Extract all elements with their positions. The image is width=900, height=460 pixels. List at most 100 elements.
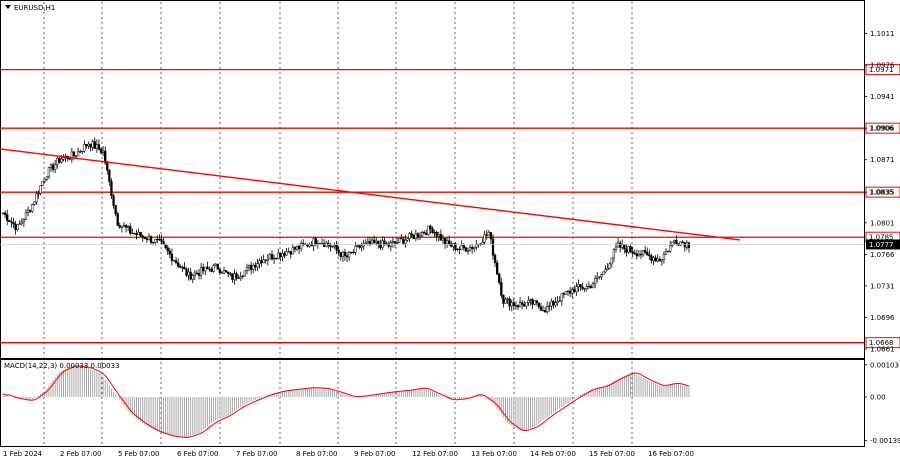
candle-body xyxy=(433,231,436,234)
candle-body xyxy=(216,263,219,270)
candle-body xyxy=(208,268,211,270)
candle-body xyxy=(458,248,461,251)
candle-body xyxy=(673,240,676,243)
dropdown-arrow-icon[interactable] xyxy=(5,5,11,9)
candle-body xyxy=(660,259,664,262)
candle-body xyxy=(564,291,568,295)
macd-signal-line xyxy=(2,365,690,438)
candle-body xyxy=(452,243,455,247)
candle-body xyxy=(26,209,30,213)
time-label: 14 Feb 07:00 xyxy=(530,450,576,458)
candle-body xyxy=(398,238,401,243)
candle-body xyxy=(322,243,326,247)
candle-body xyxy=(598,276,601,278)
candle-body xyxy=(329,244,332,247)
candle-body xyxy=(227,271,230,275)
candle-body xyxy=(272,257,276,260)
candle-body xyxy=(283,253,286,256)
candle-body xyxy=(12,222,15,225)
candle-body xyxy=(39,185,42,194)
candle-body xyxy=(60,158,63,163)
candle-body xyxy=(414,233,417,239)
candle-body xyxy=(49,164,53,168)
candle-body xyxy=(656,258,659,262)
candle-body xyxy=(214,263,217,266)
price-label: 1.0906 xyxy=(870,125,895,133)
price-label: 1.0801 xyxy=(870,219,895,227)
candle-body xyxy=(6,214,9,221)
candle-body xyxy=(206,266,209,270)
candle-body xyxy=(101,150,105,153)
candle-body xyxy=(45,176,48,180)
candle-body xyxy=(68,158,71,160)
candle-body xyxy=(275,257,278,260)
candle-body xyxy=(423,232,426,234)
candle-body xyxy=(644,250,647,253)
candle-body xyxy=(491,238,495,256)
candle-body xyxy=(427,225,430,235)
candle-body xyxy=(527,300,530,303)
candle-body xyxy=(429,225,432,229)
candle-body xyxy=(181,266,184,268)
time-label: 13 Feb 07:00 xyxy=(471,450,517,458)
candle-body xyxy=(404,239,407,244)
candle-body xyxy=(270,254,274,260)
candle-body xyxy=(441,238,445,241)
candle-body xyxy=(489,232,493,240)
candle-body xyxy=(646,252,649,255)
candle-body xyxy=(204,266,207,272)
price-label: 1.0835 xyxy=(870,189,895,197)
candle-body xyxy=(331,246,334,248)
candle-body xyxy=(445,240,449,245)
candle-body xyxy=(633,252,636,255)
candle-body xyxy=(293,247,297,250)
candle-body xyxy=(222,270,226,274)
candle-body xyxy=(496,262,499,275)
chart-title[interactable]: EURUSD,H1 xyxy=(5,4,55,12)
candle-body xyxy=(183,266,186,270)
candle-body xyxy=(18,223,21,225)
candle-body xyxy=(437,234,440,237)
candle-body xyxy=(218,268,222,273)
candle-body xyxy=(174,260,178,263)
time-label: 12 Feb 07:00 xyxy=(412,450,458,458)
candle-body xyxy=(352,251,355,254)
candle-body xyxy=(202,267,205,272)
candle-body xyxy=(454,243,457,250)
current-price-tag xyxy=(866,239,900,250)
candle-body xyxy=(247,265,251,268)
candle-body xyxy=(416,233,420,238)
candle-body xyxy=(448,240,451,245)
price-label: 1.0661 xyxy=(870,345,895,353)
candle-body xyxy=(158,239,161,241)
candle-body xyxy=(533,300,536,305)
candle-body xyxy=(364,242,367,245)
candle-body xyxy=(425,232,428,235)
candle-body xyxy=(22,219,26,223)
trendline[interactable] xyxy=(0,148,741,241)
candle-body xyxy=(260,260,263,264)
candle-body xyxy=(318,243,322,245)
candle-body xyxy=(473,246,476,249)
candle-body xyxy=(579,284,582,288)
candle-body xyxy=(189,271,192,280)
candle-body xyxy=(116,213,119,226)
candle-body xyxy=(212,265,215,272)
candle-body xyxy=(191,275,194,280)
level-tag-label: 1.0835 xyxy=(869,189,894,197)
candle-body xyxy=(131,232,134,234)
candle-body xyxy=(3,212,7,215)
candle-body xyxy=(456,248,459,251)
candle-body xyxy=(264,259,267,261)
time-label: 8 Feb 07:00 xyxy=(296,450,337,458)
candle-body xyxy=(529,299,532,301)
candle-body xyxy=(341,251,345,258)
candle-body xyxy=(347,251,351,258)
candle-body xyxy=(552,300,555,306)
candle-body xyxy=(546,306,549,313)
candle-body xyxy=(418,235,422,238)
candle-body xyxy=(241,275,244,277)
candle-body xyxy=(229,273,232,275)
macd-axis-label: -0.00139 xyxy=(870,437,900,445)
trendline-line[interactable] xyxy=(0,148,741,241)
